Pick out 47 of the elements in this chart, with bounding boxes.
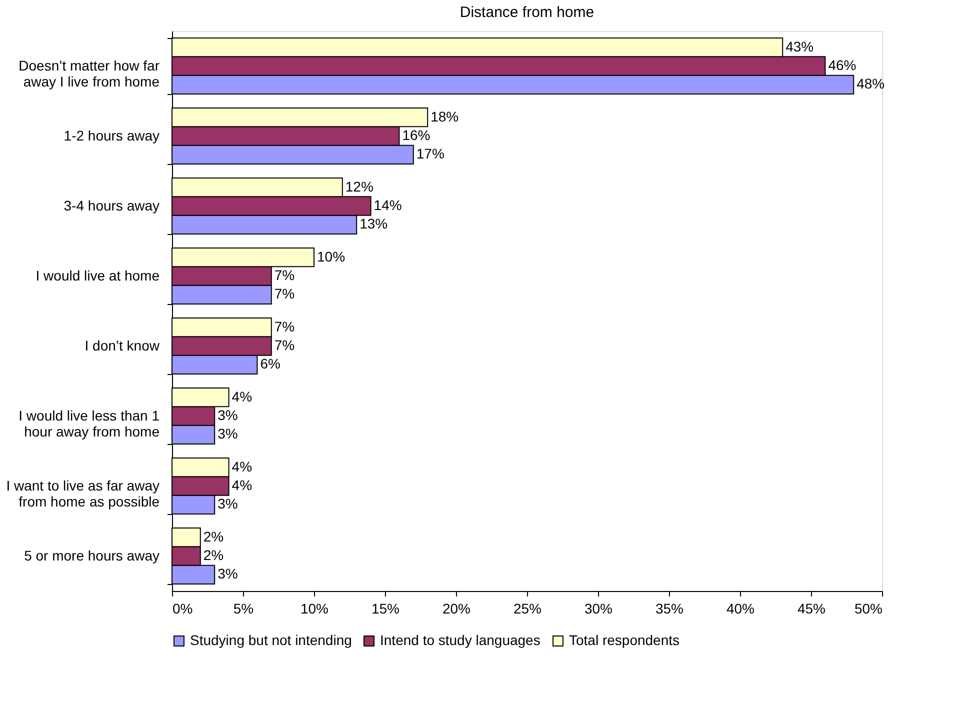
x-tick-label: 20% <box>442 600 471 616</box>
x-tick-label: 5% <box>233 600 254 616</box>
legend-label: Studying but not intending <box>190 632 352 648</box>
data-label: 7% <box>274 337 295 353</box>
legend-label: Total respondents <box>569 632 680 648</box>
data-label: 12% <box>345 178 374 194</box>
data-label: 18% <box>430 108 459 124</box>
y-tick-label: I would live at home <box>36 268 160 284</box>
x-tick-label: 50% <box>854 600 882 616</box>
data-label: 7% <box>274 286 295 302</box>
chart-title: Distance from home <box>460 4 594 21</box>
data-label: 10% <box>317 248 346 264</box>
data-label: 7% <box>274 318 295 334</box>
y-tick-label: I want to live as far away from home as possible <box>6 478 160 510</box>
data-label: 17% <box>416 146 444 162</box>
data-label: 2% <box>203 528 224 544</box>
y-tick-label: 5 or more hours away <box>24 548 160 564</box>
x-tick-label: 15% <box>371 600 400 616</box>
data-label: 2% <box>203 547 224 563</box>
data-label: 13% <box>360 216 388 232</box>
x-tick-label: 25% <box>513 600 542 616</box>
data-label: 3% <box>218 566 238 582</box>
data-label: 3% <box>218 426 238 442</box>
data-label: 6% <box>260 356 280 372</box>
data-label: 3% <box>218 496 238 512</box>
data-label: 3% <box>218 407 238 423</box>
y-tick-label: I don’t know <box>84 338 160 354</box>
x-tick-label: 45% <box>797 600 826 616</box>
data-label: 4% <box>232 477 252 493</box>
data-label: 16% <box>402 127 430 143</box>
data-label: 48% <box>856 76 885 92</box>
data-label: 14% <box>374 197 402 213</box>
x-tick-label: 10% <box>300 600 329 616</box>
data-label: 46% <box>828 57 856 73</box>
data-label: 4% <box>232 458 252 474</box>
data-label: 4% <box>232 388 252 404</box>
data-label: 43% <box>786 38 814 54</box>
x-tick-label: 30% <box>584 600 613 616</box>
x-tick-label: 35% <box>655 600 684 616</box>
data-label: 7% <box>274 267 295 283</box>
x-tick-label: 40% <box>726 600 755 616</box>
legend-label: Intend to study languages <box>380 632 540 648</box>
y-tick-label: I would live less than 1 hour away from home <box>18 408 160 440</box>
y-tick-label: 1-2 hours away <box>64 128 160 144</box>
y-tick-label: Doesn’t matter how far away I live from home <box>18 58 160 90</box>
x-tick-label: 0% <box>172 600 193 616</box>
y-tick-label: 3-4 hours away <box>64 198 160 214</box>
